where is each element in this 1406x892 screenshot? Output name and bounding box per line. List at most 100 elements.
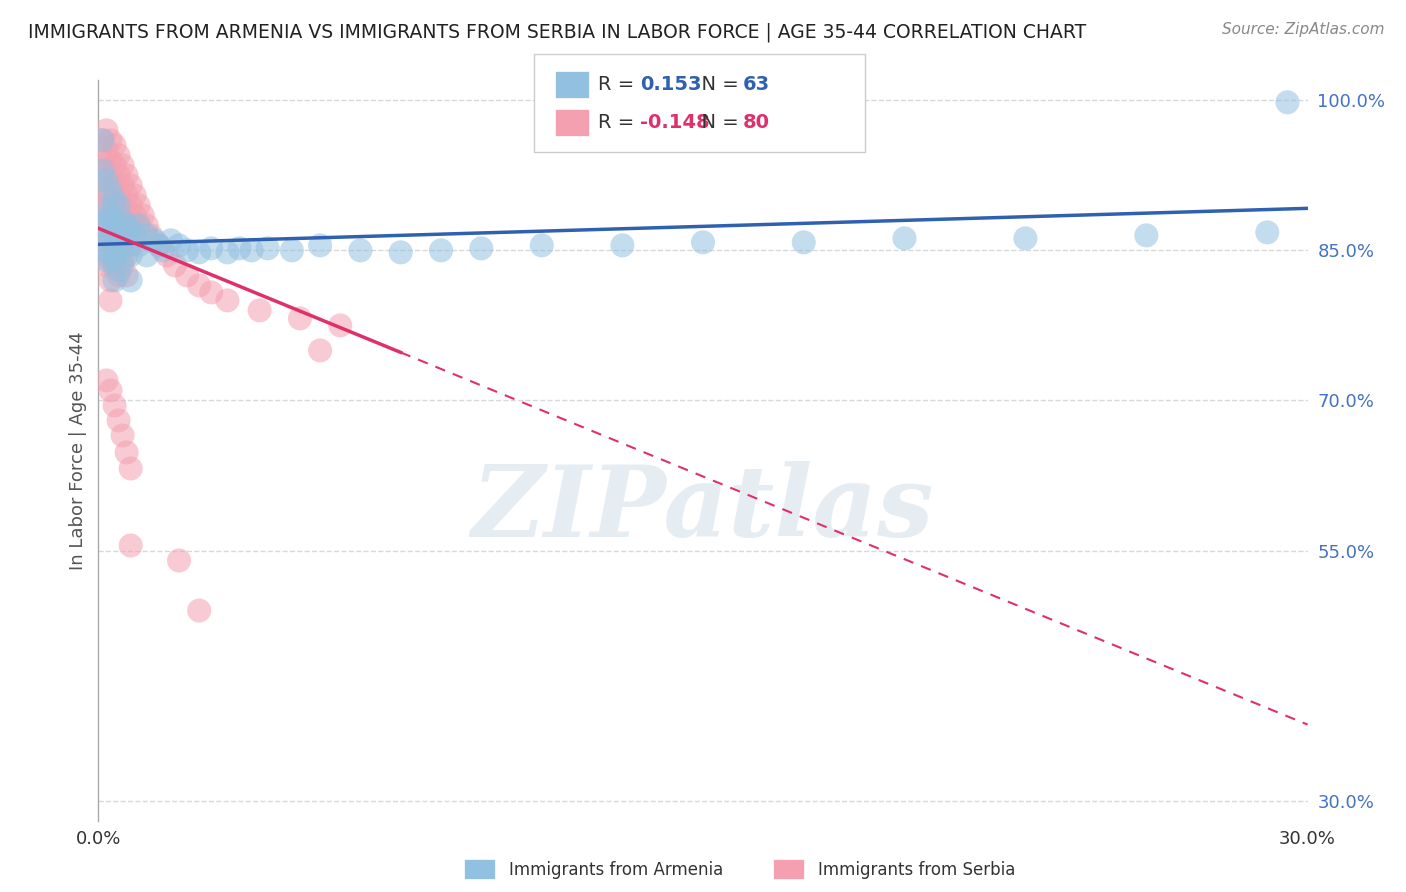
Point [111, 428, 134, 442]
Point [115, 228, 138, 243]
Point [156, 248, 179, 262]
Point [148, 238, 170, 252]
Point [103, 213, 125, 227]
Point [1277, 95, 1299, 110]
Point [100, 223, 122, 237]
Point [430, 244, 453, 258]
Point [103, 228, 125, 243]
Point [188, 603, 211, 617]
Text: 80: 80 [742, 112, 769, 132]
Point [1256, 225, 1278, 239]
Text: ZIPatlas: ZIPatlas [472, 461, 934, 558]
Point [91, 219, 114, 233]
Point [100, 228, 122, 243]
Point [111, 178, 134, 193]
Point [124, 188, 146, 202]
Point [96, 259, 118, 273]
Point [111, 219, 134, 233]
Point [309, 238, 332, 252]
Point [96, 203, 118, 218]
Point [389, 245, 412, 260]
Point [128, 219, 150, 233]
Point [120, 219, 142, 233]
Point [107, 198, 129, 212]
Point [96, 183, 118, 197]
Point [135, 219, 157, 233]
Point [115, 188, 138, 202]
Point [96, 144, 118, 158]
Point [111, 233, 134, 247]
Point [120, 248, 142, 262]
Point [96, 198, 118, 212]
Point [188, 278, 211, 293]
Point [107, 413, 129, 427]
Point [96, 253, 118, 268]
Point [349, 244, 371, 258]
Point [103, 198, 125, 212]
Point [100, 248, 122, 262]
Point [309, 343, 332, 358]
Point [107, 169, 129, 183]
Point [115, 238, 138, 252]
Point [120, 461, 142, 475]
Point [100, 173, 122, 187]
Text: IMMIGRANTS FROM ARMENIA VS IMMIGRANTS FROM SERBIA IN LABOR FORCE | AGE 35-44 COR: IMMIGRANTS FROM ARMENIA VS IMMIGRANTS FR… [28, 22, 1087, 42]
Point [96, 123, 118, 137]
Point [107, 223, 129, 237]
Point [107, 188, 129, 202]
Point [100, 293, 122, 308]
Point [111, 198, 134, 212]
Point [100, 213, 122, 227]
Point [91, 153, 114, 168]
Text: Immigrants from Serbia: Immigrants from Serbia [818, 861, 1015, 879]
Point [91, 194, 114, 208]
Point [100, 183, 122, 197]
Point [120, 238, 142, 252]
Point [111, 259, 134, 273]
Point [217, 245, 239, 260]
Point [139, 228, 162, 243]
Point [96, 173, 118, 187]
Point [103, 238, 125, 252]
Point [120, 273, 142, 287]
Point [692, 235, 714, 250]
Point [124, 228, 146, 243]
Point [128, 238, 150, 252]
Point [96, 213, 118, 227]
Point [132, 208, 155, 222]
Point [167, 238, 190, 252]
Point [148, 238, 170, 252]
Text: 63: 63 [742, 75, 769, 95]
Point [115, 219, 138, 233]
Point [103, 158, 125, 172]
Point [100, 233, 122, 247]
Point [530, 238, 553, 252]
Point [103, 138, 125, 153]
Text: Immigrants from Armenia: Immigrants from Armenia [509, 861, 723, 879]
Point [91, 219, 114, 233]
Point [176, 268, 198, 283]
Point [107, 248, 129, 262]
Point [107, 208, 129, 222]
Point [240, 244, 263, 258]
Point [107, 228, 129, 243]
Point [103, 399, 125, 413]
Point [107, 268, 129, 283]
Point [115, 169, 138, 183]
Point [228, 241, 250, 255]
Point [107, 244, 129, 258]
Point [107, 263, 129, 277]
Point [111, 238, 134, 252]
Point [200, 241, 222, 255]
Point [329, 318, 352, 333]
Point [124, 208, 146, 222]
Point [100, 208, 122, 222]
Point [111, 253, 134, 268]
Point [103, 253, 125, 268]
Point [893, 231, 915, 245]
Point [91, 133, 114, 147]
Point [612, 238, 634, 252]
Point [288, 311, 311, 326]
Text: N =: N = [689, 75, 745, 95]
Point [249, 303, 271, 318]
